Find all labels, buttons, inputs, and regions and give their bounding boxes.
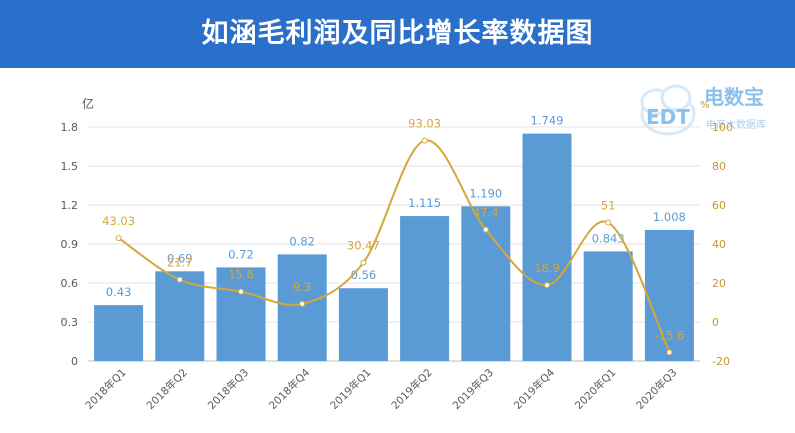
line-point [176, 276, 183, 283]
bar-data-label: 0.56 [351, 268, 377, 282]
cloud-icon [640, 84, 696, 136]
bar [522, 133, 572, 361]
bar [277, 254, 327, 361]
y-left-tick-label: 0 [71, 355, 78, 368]
x-tick-label: 2019年Q4 [511, 366, 557, 412]
y-left-tick-label: 0.3 [61, 316, 79, 329]
bar-data-label: 0.843 [592, 231, 625, 245]
line-point [666, 349, 673, 356]
bar [338, 288, 388, 361]
line-point [115, 235, 122, 242]
y-left-tick-label: 0.9 [61, 238, 79, 251]
line-data-label: 43.03 [102, 214, 135, 228]
y-right-tick-label: 0 [712, 316, 719, 329]
x-tick-label: 2020年Q1 [572, 366, 618, 412]
growth-rate-line [118, 139, 671, 353]
x-tick-label: 2018年Q4 [266, 366, 312, 412]
bar [644, 229, 694, 361]
line-point [360, 259, 367, 266]
line-data-label: -15.6 [655, 328, 685, 342]
line-point [482, 226, 489, 233]
x-tick-label: 2019年Q1 [327, 366, 373, 412]
line-data-label: 9.3 [293, 280, 311, 294]
x-tick-label: 2019年Q2 [389, 366, 435, 412]
bar [583, 251, 633, 361]
line-point [544, 282, 550, 289]
line-data-label: 18.9 [534, 261, 560, 275]
line-data-label: 51 [601, 199, 616, 213]
x-tick-label: 2020年Q3 [633, 366, 679, 412]
y-left-tick-label: 1.5 [61, 160, 79, 173]
bar-data-label: 1.008 [653, 210, 686, 224]
bar [400, 216, 450, 361]
bar [216, 267, 266, 361]
title-banner [0, 0, 795, 68]
chart-title: 如涵毛利润及同比增长率数据图 [201, 18, 594, 49]
y-left-tick-label: 0.6 [61, 277, 79, 290]
bar [94, 305, 144, 361]
logo-name: 电数宝 [704, 85, 764, 109]
y-right-tick-label: -20 [712, 355, 730, 368]
x-tick-label: 2018年Q1 [83, 366, 129, 412]
bar-data-label: 1.115 [408, 196, 441, 210]
bar-data-label: 0.69 [167, 251, 193, 265]
logo-tagline: 电商大数据库 [706, 118, 766, 131]
bar-data-label: 0.43 [106, 285, 132, 299]
line-data-label: 15.6 [228, 268, 254, 282]
x-tick-label: 2018年Q3 [205, 366, 251, 412]
bar [155, 271, 205, 361]
y-right-tick-label: 100 [712, 121, 733, 134]
logo-sub: EDT [646, 105, 690, 129]
line-point [238, 288, 244, 295]
line-data-label: 21.7 [167, 256, 193, 270]
y-left-tick-label: 1.8 [61, 121, 79, 134]
line-data-label: 47.4 [473, 206, 499, 220]
y-right-tick-label: 80 [712, 160, 726, 173]
bar-data-label: 1.190 [469, 186, 502, 200]
y-left-unit: 亿 [82, 96, 94, 111]
line-point [299, 300, 306, 307]
y-right-tick-label: 40 [712, 238, 726, 251]
y-right-tick-label: 60 [712, 199, 726, 212]
line-point [421, 137, 428, 144]
x-tick-label: 2019年Q3 [450, 366, 496, 412]
y-right-tick-label: 20 [712, 277, 726, 290]
line-data-label: 30.47 [347, 239, 380, 253]
logo: EDT 电数宝 电商大数据库 [640, 84, 766, 136]
bar-data-label: 0.72 [228, 247, 254, 261]
line-data-label: 93.03 [408, 117, 441, 131]
bar-data-label: 1.749 [531, 114, 564, 128]
line-point [605, 219, 612, 226]
bar-data-label: 0.82 [289, 234, 315, 248]
x-tick-label: 2018年Q2 [144, 366, 190, 412]
y-right-unit: % [700, 100, 710, 111]
y-left-tick-label: 1.2 [61, 199, 79, 212]
